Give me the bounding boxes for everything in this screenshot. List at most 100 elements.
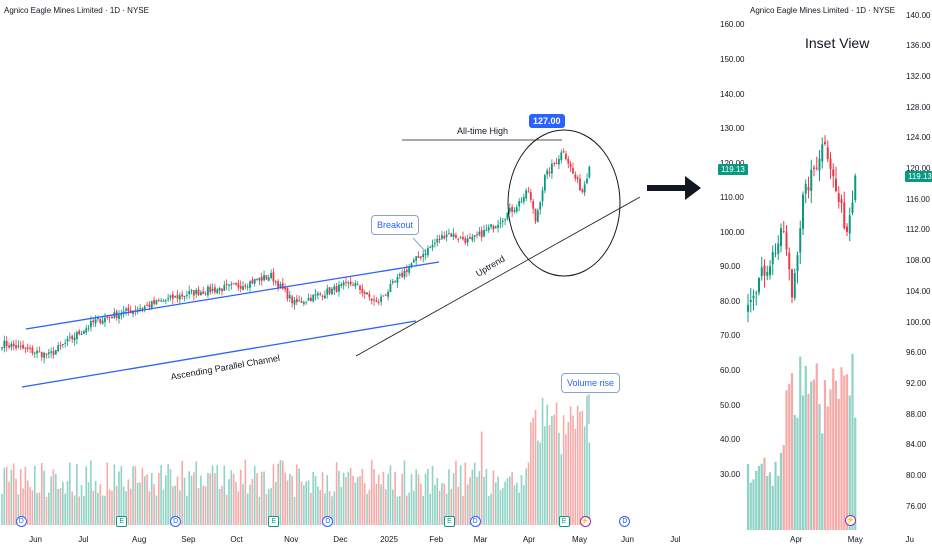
volume-bar bbox=[569, 406, 572, 525]
inset-candle-body bbox=[854, 175, 857, 200]
dividend-marker[interactable]: D bbox=[15, 516, 27, 527]
volume-bar bbox=[567, 421, 570, 525]
candle-body bbox=[251, 279, 254, 284]
x-tick-label: Mar bbox=[473, 535, 488, 544]
volume-bar bbox=[448, 469, 450, 525]
candle-body bbox=[445, 234, 448, 238]
volume-bar bbox=[588, 442, 591, 525]
inset-volume-bar bbox=[851, 353, 854, 530]
candle-body bbox=[47, 352, 50, 355]
volume-bar bbox=[22, 488, 24, 525]
candle-body bbox=[249, 281, 251, 288]
dividend-marker[interactable]: D bbox=[469, 516, 481, 527]
volume-bar bbox=[480, 431, 483, 525]
dividend-marker[interactable]: D bbox=[322, 516, 334, 527]
inset-volume-bar bbox=[757, 465, 761, 530]
main-chart-canvas[interactable] bbox=[0, 0, 688, 550]
volume-bar bbox=[560, 454, 563, 525]
volume-bar bbox=[108, 489, 111, 525]
candle-body bbox=[410, 263, 413, 267]
volume-bar bbox=[553, 414, 556, 525]
volume-bar bbox=[40, 462, 43, 525]
volume-bar bbox=[473, 462, 476, 525]
dividend-marker[interactable]: D bbox=[170, 516, 182, 527]
candle-body bbox=[586, 178, 588, 184]
inset-volume-bar bbox=[771, 485, 774, 530]
volume-bar bbox=[314, 475, 317, 525]
volume-bar bbox=[258, 496, 261, 525]
candle-body bbox=[225, 283, 228, 285]
volume-bar bbox=[298, 468, 300, 525]
candle-body bbox=[532, 201, 535, 209]
candle-body bbox=[375, 300, 378, 302]
volume-bar bbox=[338, 470, 340, 525]
volume-bar bbox=[413, 490, 415, 525]
event-marker-lightning-icon[interactable]: ⚡ bbox=[579, 516, 591, 527]
candle-body bbox=[52, 351, 55, 355]
earnings-marker[interactable]: E bbox=[116, 516, 128, 527]
volume-bar bbox=[326, 475, 329, 525]
volume-bar bbox=[235, 481, 237, 525]
volume-bar bbox=[450, 488, 453, 525]
earnings-marker[interactable]: E bbox=[558, 516, 570, 527]
volume-bar bbox=[431, 465, 434, 525]
inset-chart-canvas[interactable] bbox=[742, 0, 932, 550]
candle-body bbox=[228, 284, 230, 286]
candle-body bbox=[244, 285, 247, 287]
volume-bar bbox=[66, 481, 69, 525]
volume-bar bbox=[300, 481, 303, 525]
main-chart[interactable]: Agnico Eagle Mines Limited · 1D · NYSE B… bbox=[0, 0, 688, 550]
candle-body bbox=[99, 318, 102, 323]
inset-y-tick-label: 76.00 bbox=[906, 501, 927, 511]
candle-body bbox=[574, 174, 577, 179]
candle-body bbox=[504, 219, 506, 221]
candle-body bbox=[361, 288, 364, 294]
candle-body bbox=[29, 347, 31, 349]
inset-y-tick-label: 136.00 bbox=[906, 41, 931, 51]
inset-candle-body bbox=[851, 202, 854, 213]
volume-bar bbox=[132, 466, 134, 525]
candle-body bbox=[548, 171, 551, 174]
candle-body bbox=[567, 158, 570, 164]
candle-body bbox=[150, 301, 153, 308]
x-tick-label: Aug bbox=[132, 535, 147, 544]
volume-bar bbox=[513, 485, 516, 525]
volume-bar bbox=[251, 479, 254, 525]
y-tick-label: 120.00 bbox=[720, 159, 744, 168]
inset-x-tick-label: May bbox=[847, 535, 863, 544]
inset-candle-body bbox=[818, 158, 821, 171]
inset-candle-body bbox=[846, 226, 848, 232]
candle-body bbox=[363, 292, 366, 294]
inset-y-tick-label: 80.00 bbox=[906, 470, 927, 480]
candle-body bbox=[448, 233, 450, 235]
inset-volume-bar bbox=[834, 380, 838, 530]
volume-bar bbox=[31, 490, 34, 525]
inset-chart-title: Agnico Eagle Mines Limited · 1D · NYSE bbox=[750, 6, 895, 15]
y-tick-label: 100.00 bbox=[720, 227, 745, 237]
inset-chart[interactable]: Agnico Eagle Mines Limited · 1D · NYSE I… bbox=[718, 0, 932, 550]
candle-body bbox=[183, 295, 186, 298]
earnings-marker[interactable]: E bbox=[268, 516, 280, 527]
dividend-marker[interactable]: D bbox=[619, 516, 631, 527]
earnings-marker[interactable]: E bbox=[443, 516, 455, 527]
inset-volume-bar bbox=[793, 415, 796, 530]
candle-body bbox=[436, 239, 439, 243]
all-time-high-tag: 127.00 bbox=[529, 114, 565, 128]
y-tick-label: 160.00 bbox=[720, 20, 745, 30]
volume-bar bbox=[279, 460, 282, 525]
candle-body bbox=[143, 306, 146, 309]
x-tick-label: May bbox=[571, 535, 588, 544]
candle-body bbox=[169, 295, 172, 298]
candle-body bbox=[59, 344, 62, 346]
candle-body bbox=[438, 238, 441, 241]
candle-body bbox=[260, 276, 263, 281]
volume-bar bbox=[478, 471, 481, 525]
candle-body bbox=[106, 316, 109, 318]
candle-body bbox=[190, 290, 193, 292]
candle-body bbox=[382, 295, 385, 297]
volume-bar bbox=[232, 473, 235, 525]
inset-volume-bar bbox=[790, 372, 794, 530]
volume-bar bbox=[246, 493, 249, 525]
candle-body bbox=[298, 300, 301, 302]
volume-bar bbox=[572, 415, 574, 525]
